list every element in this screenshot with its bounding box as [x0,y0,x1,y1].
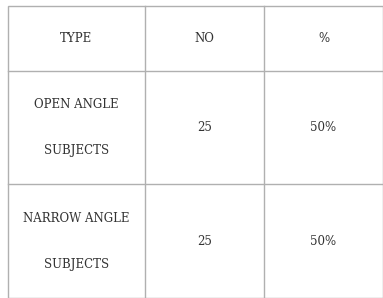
Text: 50%: 50% [311,235,337,248]
Text: 50%: 50% [311,121,337,134]
Text: %: % [318,32,329,45]
Text: 25: 25 [197,121,212,134]
Text: NO: NO [195,32,214,45]
Text: NARROW ANGLE

SUBJECTS: NARROW ANGLE SUBJECTS [23,212,129,271]
Text: TYPE: TYPE [60,32,92,45]
Text: OPEN ANGLE

SUBJECTS: OPEN ANGLE SUBJECTS [34,98,118,157]
Text: 25: 25 [197,235,212,248]
